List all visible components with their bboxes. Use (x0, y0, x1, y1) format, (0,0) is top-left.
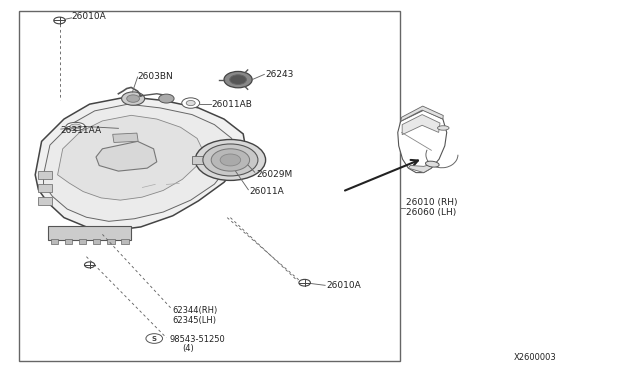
Text: 26010 (RH): 26010 (RH) (406, 198, 458, 207)
Circle shape (299, 279, 310, 286)
Circle shape (211, 149, 250, 171)
Text: 26010A: 26010A (72, 12, 106, 21)
Bar (48, 226, 131, 240)
Bar (65, 239, 72, 244)
Text: 26060 (LH): 26060 (LH) (406, 208, 457, 217)
Text: 26243: 26243 (266, 70, 294, 79)
Circle shape (224, 71, 252, 88)
Bar (192, 156, 212, 164)
Bar (19, 11, 400, 361)
Polygon shape (58, 115, 204, 200)
Text: (4): (4) (182, 344, 194, 353)
Text: 62344(RH): 62344(RH) (173, 306, 218, 315)
Bar (51, 239, 58, 244)
Polygon shape (96, 141, 157, 171)
Text: 26029M: 26029M (256, 170, 292, 179)
Circle shape (122, 92, 145, 105)
Polygon shape (44, 104, 236, 221)
Circle shape (127, 95, 140, 102)
Ellipse shape (66, 122, 85, 131)
Text: 26311AA: 26311AA (61, 126, 102, 135)
Circle shape (195, 140, 266, 180)
Bar (107, 239, 115, 244)
Polygon shape (35, 97, 246, 231)
Circle shape (220, 154, 241, 166)
Text: 62345(LH): 62345(LH) (173, 316, 217, 325)
Bar (121, 239, 129, 244)
Ellipse shape (438, 126, 449, 130)
Circle shape (84, 262, 95, 268)
Ellipse shape (70, 124, 81, 129)
Circle shape (230, 75, 246, 84)
Text: X2600003: X2600003 (514, 353, 557, 362)
Circle shape (146, 334, 163, 343)
Text: S: S (152, 336, 157, 341)
Text: 26010A: 26010A (326, 281, 361, 290)
Text: 98543-51250: 98543-51250 (170, 335, 225, 344)
Bar (38, 171, 52, 179)
Polygon shape (402, 115, 440, 135)
Text: 26011A: 26011A (250, 187, 284, 196)
Polygon shape (398, 110, 447, 173)
Circle shape (186, 100, 195, 106)
Circle shape (203, 144, 258, 176)
Bar (38, 197, 52, 205)
Ellipse shape (426, 161, 439, 167)
Bar (113, 133, 138, 142)
Text: 2603BN: 2603BN (138, 72, 173, 81)
Circle shape (159, 94, 174, 103)
Bar (38, 184, 52, 192)
Text: 26011AB: 26011AB (211, 100, 252, 109)
Bar (79, 239, 86, 244)
Circle shape (54, 17, 65, 24)
Circle shape (182, 98, 200, 108)
Polygon shape (401, 106, 444, 121)
Polygon shape (408, 164, 433, 173)
Bar (93, 239, 100, 244)
